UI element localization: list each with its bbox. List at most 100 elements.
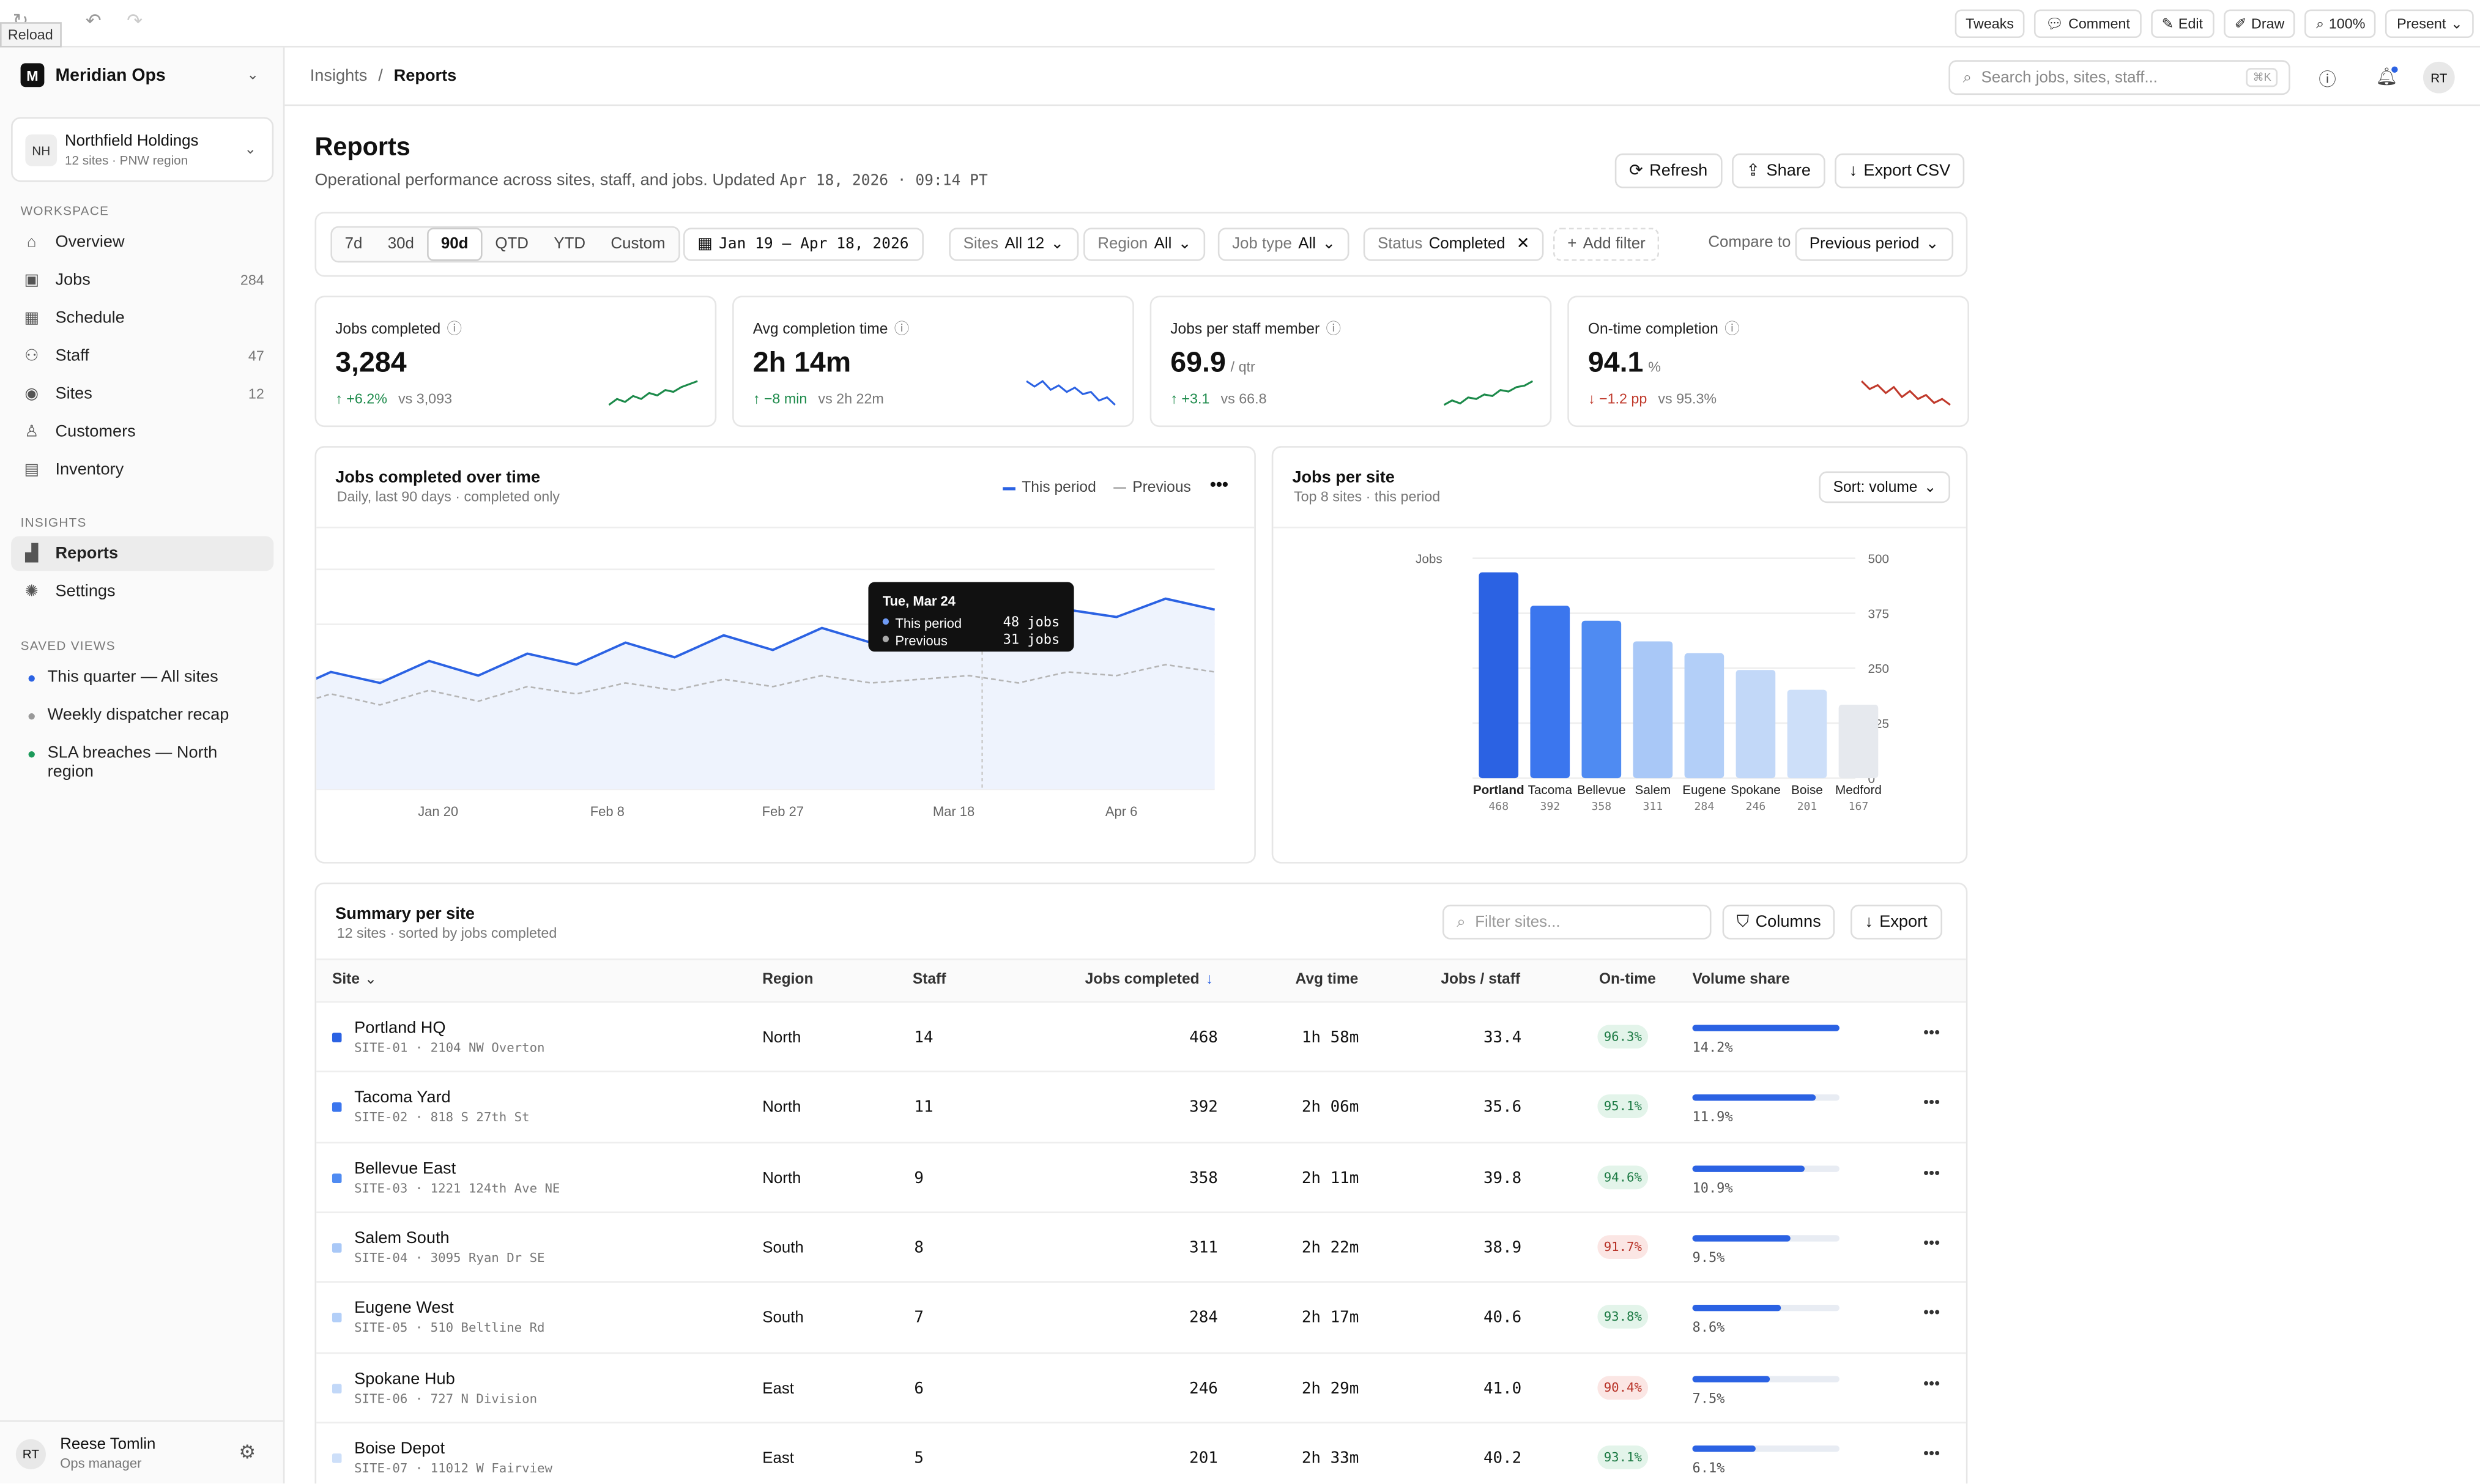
more-icon[interactable]: ••• [1209,476,1228,495]
site-name[interactable]: Tacoma Yard [354,1088,451,1108]
sidebar-item-sites[interactable]: ◉ Sites 12 [11,376,273,411]
sidebar-item-inventory[interactable]: ▤ Inventory [11,452,273,487]
range-option-7d[interactable]: 7d [344,236,363,253]
column-header-avg-time[interactable]: Avg time [1296,971,1359,988]
bar-medford[interactable] [1838,705,1879,779]
saved-view-item[interactable]: SLA breaches — North region [28,743,266,781]
toolbar-button-draw[interactable]: ✐ Draw [2223,9,2296,39]
toolbar-button-comment[interactable]: 💬︎ Comment [2034,9,2142,39]
info-icon[interactable]: ⓘ [1326,321,1342,339]
gear-icon[interactable]: ⚙ [239,1441,256,1463]
more-icon[interactable]: ••• [1923,1375,1940,1393]
toolbar-button-present[interactable]: Present ⌄ [2386,9,2474,39]
share-button[interactable]: ⇪ Share [1732,153,1825,188]
column-header-jobs-staff[interactable]: Jobs / staff [1441,971,1520,988]
bar-spokane[interactable] [1736,670,1776,779]
info-icon[interactable]: ⓘ [447,321,462,339]
columns-button[interactable]: ⛉ Columns [1722,904,1835,940]
toolbar-button-edit[interactable]: ✎ Edit [2150,9,2215,39]
filter-sites-input[interactable]: ⌕ Filter sites... [1442,904,1712,940]
sidebar-item-customers[interactable]: ♙ Customers [11,414,273,449]
jobs-per-staff-cell: 38.9 [1483,1239,1522,1258]
undo-icon[interactable]: ↶ [85,9,102,32]
table-row[interactable]: Spokane Hub SITE-06 · 727 N Division East 6… [316,1351,1966,1421]
bar-boise[interactable] [1787,689,1827,779]
volume-share-fill [1692,1234,1791,1242]
sidebar-item-staff[interactable]: ⚇ Staff 47 [11,338,273,373]
sort-select[interactable]: Sort: volume ⌄ [1819,471,1951,503]
export-button[interactable]: ↓ Export [1851,904,1942,940]
kpi-value: 3,284 [335,346,406,379]
filter-chip-region[interactable]: Region All ⌄ [1083,228,1206,261]
site-name[interactable]: Salem South [354,1228,450,1248]
export-csv-button[interactable]: ↓ Export CSV [1835,153,1965,188]
range-option-custom[interactable]: Custom [611,236,666,253]
toolbar-button-100[interactable]: ⌕ 100% [2304,9,2377,39]
compare-select[interactable]: Previous period ⌄ [1795,228,1953,261]
more-icon[interactable]: ••• [1923,1165,1940,1182]
refresh-button[interactable]: ⟳ Refresh [1614,153,1722,188]
sidebar-item-settings[interactable]: ✺ Settings [11,574,273,609]
volume-share-value: 14.2% [1692,1041,1733,1057]
bar-eugene[interactable] [1684,653,1724,779]
filter-chip-job-type[interactable]: Job type All ⌄ [1217,228,1350,261]
table-row[interactable]: Tacoma Yard SITE-02 · 818 S 27th St North 1… [316,1071,1966,1141]
sidebar-item-jobs[interactable]: ▣ Jobs 284 [11,262,273,297]
site-name[interactable]: Eugene West [354,1299,454,1318]
column-header-site[interactable]: Site ⌄ [332,971,377,988]
toolbar-button-tweaks[interactable]: Tweaks [1955,9,2025,39]
table-row[interactable]: Salem South SITE-04 · 3095 Ryan Dr SE Sout… [316,1211,1966,1281]
more-icon[interactable]: ••• [1923,1445,1940,1463]
avatar[interactable]: RT [2422,61,2455,94]
info-icon[interactable]: ⓘ [894,321,910,339]
chevron-down-icon[interactable]: ⌄ [247,66,259,83]
filter-chip-sites[interactable]: Sites All 12 ⌄ [949,228,1079,261]
redo-icon[interactable]: ↷ [127,9,143,32]
bar-portland[interactable] [1479,572,1519,779]
status-filter-chip[interactable]: Status Completed ✕ [1363,228,1544,261]
site-name[interactable]: Portland HQ [354,1018,446,1038]
column-header-staff[interactable]: Staff [913,971,946,988]
close-icon[interactable]: ✕ [1516,236,1530,253]
more-icon[interactable]: ••• [1923,1305,1940,1323]
bar-salem[interactable] [1633,641,1673,779]
info-icon[interactable]: ⓘ [1724,321,1740,339]
help-icon[interactable]: ⓘ [2319,71,2336,91]
subtitle-text: Operational performance across sites, st… [314,171,780,190]
sidebar-item-overview[interactable]: ⌂ Overview [11,224,273,259]
saved-view-item[interactable]: Weekly dispatcher recap [28,705,266,724]
search-input[interactable]: ⌕ Search jobs, sites, staff... ⌘K [1948,60,2290,95]
site-name[interactable]: Spokane Hub [354,1368,455,1388]
range-option-qtd[interactable]: QTD [495,236,529,253]
org-avatar: NH [25,134,58,166]
user-card[interactable]: RT Reese Tomlin Ops manager ⚙ [0,1420,285,1483]
org-switcher[interactable]: NH Northfield Holdings 12 sites · PNW re… [11,117,274,182]
site-name[interactable]: Boise Depot [354,1439,445,1458]
sidebar-item-reports[interactable]: ▟ Reports [11,536,274,571]
more-icon[interactable]: ••• [1923,1094,1940,1113]
column-header-jobs-completed[interactable]: Jobs completed ↓ [1085,971,1214,988]
column-header-region[interactable]: Region [762,971,813,988]
site-name[interactable]: Bellevue East [354,1159,456,1178]
column-header-volume-share[interactable]: Volume share [1692,971,1789,988]
table-row[interactable]: Portland HQ SITE-01 · 2104 NW Overton Nort… [316,1001,1966,1071]
bar-tacoma[interactable] [1530,606,1570,779]
sidebar-item-schedule[interactable]: ▦ Schedule [11,300,273,335]
more-icon[interactable]: ••• [1923,1234,1940,1253]
brand[interactable]: M Meridian Ops [20,63,166,87]
table-row[interactable]: Eugene West SITE-05 · 510 Beltline Rd Sout… [316,1281,1966,1351]
more-icon[interactable]: ••• [1923,1025,1940,1042]
range-option-90d[interactable]: 90d [426,228,483,261]
add-filter-button[interactable]: + Add filter [1553,228,1660,261]
table-row[interactable]: Bellevue East SITE-03 · 1221 124th Ave NE… [316,1141,1966,1211]
saved-view-item[interactable]: This quarter — All sites [28,667,266,686]
breadcrumb-parent[interactable]: Insights [310,66,368,86]
bar-bellevue[interactable] [1581,620,1622,779]
kpi-card: Avg completion time ⓘ 2h 14m ↑ −8 min vs 2h … [732,295,1134,428]
avg-time-cell: 2h 29m [1301,1379,1359,1398]
column-header-on-time[interactable]: On-time [1599,971,1656,988]
range-option-30d[interactable]: 30d [387,236,414,253]
table-row[interactable]: Boise Depot SITE-07 · 11012 W Fairview Eas… [316,1421,1966,1483]
range-option-ytd[interactable]: YTD [554,236,586,253]
date-range-picker[interactable]: ▦ Jan 19 – Apr 18, 2026 [683,228,923,261]
